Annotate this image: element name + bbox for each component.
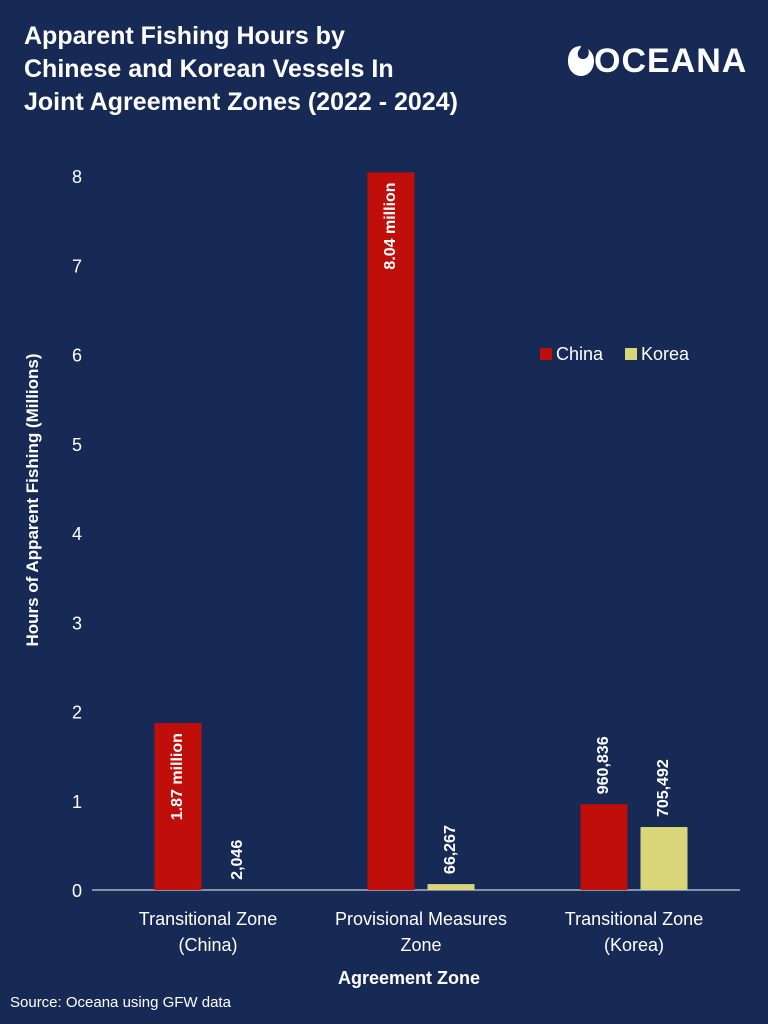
y-axis-title: Hours of Apparent Fishing (Millions): [23, 353, 42, 647]
bar-china: [154, 723, 202, 890]
x-tick-label: Transitional Zone: [139, 909, 277, 929]
data-label: 960,836: [595, 736, 612, 794]
y-tick-label: 2: [72, 703, 82, 723]
x-tick-label: Provisional Measures: [335, 909, 507, 929]
x-tick-label: (China): [178, 935, 237, 955]
x-tick-label: (Korea): [604, 935, 664, 955]
title-line-3: Joint Agreement Zones (2022 - 2024): [24, 88, 458, 116]
logo-text: OCEANA: [594, 42, 748, 80]
x-tick-label: Transitional Zone: [565, 909, 703, 929]
legend-label-china: China: [556, 344, 604, 364]
y-tick-label: 8: [72, 167, 82, 187]
bar-china: [580, 804, 628, 890]
y-tick-label: 4: [72, 524, 82, 544]
y-tick-label: 0: [72, 881, 82, 901]
bar-korea: [640, 827, 688, 890]
title-line-1: Apparent Fishing Hours by: [24, 22, 345, 50]
legend-swatch-china: [540, 348, 552, 360]
oceana-logo: OCEANA: [566, 40, 746, 82]
y-tick-label: 6: [72, 346, 82, 366]
chart-title: Apparent Fishing Hours by Chinese and Ko…: [24, 20, 544, 119]
wave-logo-icon: [568, 46, 594, 76]
x-tick-label: Zone: [400, 935, 441, 955]
bar-china: [367, 172, 415, 890]
x-axis-title: Agreement Zone: [337, 968, 481, 988]
bar-korea: [427, 884, 475, 890]
y-tick-label: 7: [72, 256, 82, 276]
y-tick-label: 3: [72, 613, 82, 633]
source-note: Source: Oceana using GFW data: [10, 994, 231, 1011]
data-label: 1.87 million: [169, 733, 186, 820]
data-label: 66,267: [442, 825, 459, 874]
title-line-2: Chinese and Korean Vessels In: [24, 55, 394, 83]
legend-swatch-korea: [625, 348, 637, 360]
data-label: 2,046: [229, 840, 246, 880]
data-label: 705,492: [655, 759, 672, 817]
y-tick-label: 1: [72, 792, 82, 812]
legend-label-korea: Korea: [641, 344, 690, 364]
data-label: 8.04 million: [382, 182, 399, 269]
y-tick-label: 5: [72, 435, 82, 455]
